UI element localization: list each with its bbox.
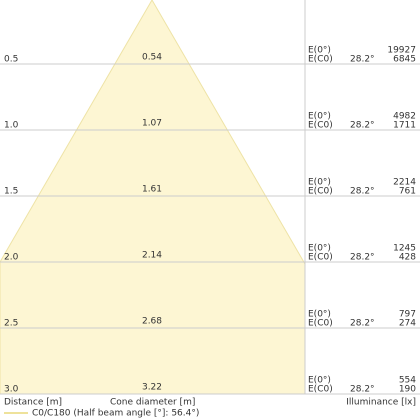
angle: 28.2° (350, 55, 375, 65)
diameter: 1.61 (142, 185, 162, 195)
e0-value: 2214 (393, 178, 416, 188)
ec0-label: E(C0) (308, 187, 333, 197)
diameter: 2.68 (142, 317, 162, 327)
ec0-label: E(C0) (308, 55, 333, 65)
ec0-label: E(C0) (308, 385, 333, 395)
diameter: 1.07 (142, 119, 162, 129)
angle: 28.2° (350, 385, 375, 395)
diameter: 2.14 (142, 251, 162, 261)
ec0-value: 428 (399, 253, 416, 263)
angle: 28.2° (350, 253, 375, 263)
e0-label: E(0°) (308, 46, 331, 56)
ec0-value: 6845 (393, 55, 416, 65)
diameter: 0.54 (142, 53, 162, 63)
e0-value: 797 (399, 310, 416, 320)
distance-header: Distance [m] (4, 398, 62, 408)
diameter: 3.22 (142, 383, 162, 393)
e0-value: 4982 (393, 112, 416, 122)
angle: 28.2° (350, 121, 375, 131)
ec0-label: E(C0) (308, 253, 333, 263)
e0-value: 1245 (393, 244, 416, 254)
ec0-value: 761 (399, 187, 416, 197)
illuminance-header: Illuminance [lx] (346, 398, 416, 408)
angle: 28.2° (350, 319, 375, 329)
distance: 1.0 (4, 121, 19, 131)
distance: 0.5 (4, 55, 18, 65)
e0-label: E(0°) (308, 310, 331, 320)
e0-value: 19927 (387, 46, 416, 56)
distance: 2.0 (4, 253, 19, 263)
e0-label: E(0°) (308, 178, 331, 188)
legend-label: C0/C180 (Half beam angle [°]: 56.4°) (32, 409, 199, 419)
e0-label: E(0°) (308, 376, 331, 386)
ec0-value: 1711 (393, 121, 416, 131)
e0-label: E(0°) (308, 112, 331, 122)
diameter-header: Cone diameter [m] (110, 398, 195, 408)
ec0-label: E(C0) (308, 121, 333, 131)
distance: 3.0 (4, 385, 19, 395)
e0-value: 554 (399, 376, 416, 386)
distance: 1.5 (4, 187, 18, 197)
e0-label: E(0°) (308, 244, 331, 254)
ec0-value: 190 (399, 385, 416, 395)
ec0-value: 274 (399, 319, 416, 329)
angle: 28.2° (350, 187, 375, 197)
distance: 2.5 (4, 319, 18, 329)
ec0-label: E(C0) (308, 319, 333, 329)
